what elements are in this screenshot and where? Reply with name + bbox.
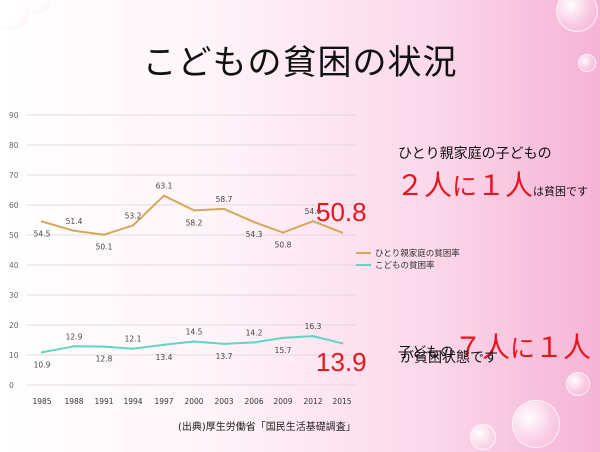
x-tick-label: 1994 xyxy=(123,397,142,406)
data-label: 54.5 xyxy=(34,230,51,239)
data-point xyxy=(40,220,44,223)
ratio-denominator: １人 xyxy=(535,331,592,364)
source-citation: (出典)厚生労働省「国民生活基礎調査」 xyxy=(178,422,356,433)
x-tick-label: 1985 xyxy=(32,397,51,406)
x-tick-label: 1988 xyxy=(64,397,83,406)
data-point xyxy=(162,343,166,346)
x-tick-label: 1991 xyxy=(94,397,113,406)
data-label: 13.7 xyxy=(216,352,233,361)
x-tick-label: 2000 xyxy=(184,397,203,406)
ratio-denominator: １人 xyxy=(477,169,534,202)
data-point xyxy=(252,341,256,344)
y-tick-label: 50 xyxy=(9,231,19,240)
data-point xyxy=(72,229,76,232)
callout-single-parent-2015: 50.8 xyxy=(316,197,367,227)
bubble-decoration xyxy=(578,54,596,72)
y-tick-label: 80 xyxy=(9,141,19,150)
x-tick-label: 2006 xyxy=(244,397,263,406)
y-tick-label: 70 xyxy=(9,171,19,180)
data-label: 10.9 xyxy=(34,360,51,369)
legend-label: こどもの貧困率 xyxy=(375,260,435,271)
ratio-connector: に xyxy=(510,334,536,363)
data-label: 50.1 xyxy=(96,243,113,252)
x-tick-label: 1997 xyxy=(154,397,173,406)
data-label: 15.7 xyxy=(275,346,292,355)
data-point xyxy=(131,224,135,227)
data-label: 14.2 xyxy=(246,328,263,337)
y-tick-label: 30 xyxy=(9,291,19,300)
data-point xyxy=(311,334,315,338)
callout-child-2015: 13.9 xyxy=(316,347,367,377)
y-tick-label: 20 xyxy=(9,321,19,330)
data-label: 51.4 xyxy=(66,217,83,226)
data-point xyxy=(131,347,135,350)
data-label: 13.4 xyxy=(156,353,173,362)
x-tick-label: 2003 xyxy=(214,397,233,406)
data-point xyxy=(72,345,76,348)
data-label: 50.8 xyxy=(275,241,292,250)
data-point xyxy=(222,342,226,346)
y-tick-label: 0 xyxy=(9,381,14,390)
bubble-decoration xyxy=(470,424,496,450)
slide-title: こどもの貧困の状況 xyxy=(142,43,458,83)
bubble-decoration xyxy=(512,400,560,448)
data-point xyxy=(162,194,166,197)
data-label: 63.1 xyxy=(156,182,173,191)
series-line xyxy=(41,335,343,354)
ratio-numerator: ７人 xyxy=(454,331,511,364)
single-parent-note-line1: ひとり親家庭の子どもの xyxy=(398,146,552,162)
data-point xyxy=(340,342,344,345)
x-tick-label: 2012 xyxy=(303,397,322,406)
data-label: 54.3 xyxy=(246,230,263,239)
data-label: 54.6 xyxy=(305,207,322,216)
data-label: 53.2 xyxy=(125,211,142,220)
child-note-line2: が貧困状態です xyxy=(400,350,498,366)
data-point xyxy=(281,231,285,234)
data-point xyxy=(340,231,344,234)
child-note-prefix: 子どもの xyxy=(398,345,454,361)
data-point xyxy=(192,340,196,343)
x-tick-label: 2015 xyxy=(332,397,351,406)
child-note-line1: 子どもの７人に１人 xyxy=(398,326,591,366)
data-point xyxy=(102,233,106,236)
ratio-tail: は貧困です xyxy=(533,185,589,198)
data-label: 58.2 xyxy=(186,218,203,227)
y-tick-label: 40 xyxy=(9,261,19,270)
bubble-decoration xyxy=(566,372,590,396)
series-line xyxy=(41,194,343,236)
y-tick-label: 60 xyxy=(9,201,19,210)
data-point xyxy=(252,220,256,224)
data-label: 12.9 xyxy=(66,332,83,341)
legend-label: ひとり親家庭の貧困率 xyxy=(375,248,460,259)
data-label: 58.7 xyxy=(216,195,233,204)
ratio-numerator: ２人 xyxy=(396,169,453,202)
y-tick-label: 90 xyxy=(9,111,19,120)
ratio-connector: に xyxy=(452,172,478,201)
data-point xyxy=(311,220,315,223)
data-point xyxy=(281,336,285,340)
data-point xyxy=(40,351,44,354)
data-label: 12.8 xyxy=(96,355,113,364)
data-label: 14.5 xyxy=(186,328,203,337)
data-label: 16.3 xyxy=(305,322,322,331)
data-point xyxy=(222,207,226,211)
data-point xyxy=(102,345,106,348)
data-label: 12.1 xyxy=(125,335,142,344)
x-tick-label: 2009 xyxy=(273,397,292,406)
data-point xyxy=(192,209,196,212)
single-parent-note-line2: ２人に１人は貧困です xyxy=(396,164,588,204)
y-tick-label: 10 xyxy=(9,351,19,360)
